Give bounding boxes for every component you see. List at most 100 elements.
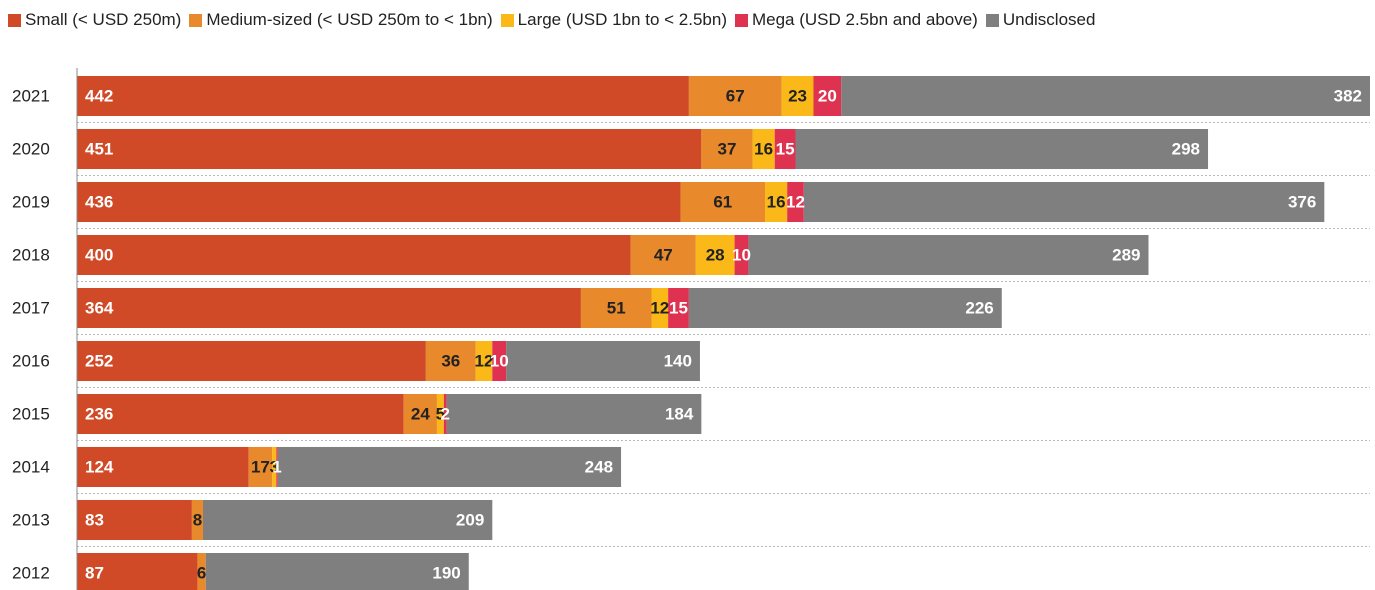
value-label: 20 <box>818 86 837 105</box>
y-tick-label: 2015 <box>12 404 50 423</box>
bar-segment <box>197 553 206 590</box>
value-label: 28 <box>706 245 725 264</box>
value-label: 6 <box>197 563 206 582</box>
bar-segment <box>506 341 700 381</box>
bar-segment <box>277 447 622 487</box>
value-label: 23 <box>788 86 807 105</box>
legend-swatch <box>985 13 999 27</box>
bar-segment <box>436 394 444 434</box>
bar-segment <box>202 500 493 540</box>
value-label: 37 <box>718 139 737 158</box>
bar-segment <box>695 235 735 275</box>
bar-segment <box>688 76 782 116</box>
bar-segment <box>781 76 814 116</box>
value-label: 16 <box>754 139 773 158</box>
value-label: 376 <box>1288 192 1316 211</box>
legend-label: Small (< USD 250m) <box>25 10 182 29</box>
bar-segment <box>803 182 1325 222</box>
value-label: 3 <box>270 457 279 476</box>
bar-segment <box>787 182 804 222</box>
legend-item: Undisclosed <box>985 10 1096 30</box>
value-label: 124 <box>85 457 114 476</box>
value-label: 382 <box>1334 86 1362 105</box>
legend-label: Large (USD 1bn to < 2.5bn) <box>517 10 727 29</box>
bar-segment <box>752 129 775 169</box>
legend-item: Medium-sized (< USD 250m to < 1bn) <box>189 10 493 30</box>
value-label: 226 <box>965 298 993 317</box>
bar-segment <box>774 129 796 169</box>
y-tick-label: 2012 <box>12 563 50 582</box>
legend-item: Small (< USD 250m) <box>8 10 181 30</box>
bar-segment <box>688 288 1002 328</box>
value-label: 61 <box>713 192 732 211</box>
bar-segment <box>276 447 278 487</box>
bar-segment <box>77 447 249 487</box>
legend-item: Large (USD 1bn to < 2.5bn) <box>500 10 727 30</box>
bar-segment <box>651 288 669 328</box>
legend-label: Undisclosed <box>1002 10 1096 29</box>
bar-segment <box>701 129 753 169</box>
bar-segment <box>77 341 426 381</box>
legend-swatch <box>189 13 203 27</box>
value-label: 47 <box>654 245 673 264</box>
bar-segment <box>813 76 842 116</box>
bar-segment <box>765 182 788 222</box>
legend-swatch <box>734 13 748 27</box>
bar-segment <box>443 394 447 434</box>
value-label: 87 <box>85 563 104 582</box>
y-tick-label: 2018 <box>12 245 50 264</box>
value-label: 289 <box>1112 245 1140 264</box>
legend-label: Mega (USD 2.5bn and above) <box>751 10 978 29</box>
value-label: 15 <box>669 298 688 317</box>
bar-segment <box>77 235 631 275</box>
value-label: 252 <box>85 351 113 370</box>
value-label: 5 <box>436 404 445 423</box>
y-tick-label: 2017 <box>12 298 50 317</box>
value-label: 24 <box>411 404 430 423</box>
value-label: 16 <box>767 192 786 211</box>
legend-swatch <box>8 13 21 27</box>
bar-segment <box>205 553 469 590</box>
value-label: 17 <box>251 457 270 476</box>
value-label: 442 <box>85 86 113 105</box>
bar-segment <box>248 447 273 487</box>
bar-segment <box>77 129 702 169</box>
y-tick-label: 2020 <box>12 139 50 158</box>
y-tick-label: 2021 <box>12 86 50 105</box>
value-label: 248 <box>585 457 613 476</box>
value-label: 364 <box>85 298 114 317</box>
value-label: 400 <box>85 245 113 264</box>
value-label: 451 <box>85 139 113 158</box>
value-label: 140 <box>664 351 692 370</box>
bar-segment <box>77 76 689 116</box>
value-label: 184 <box>665 404 694 423</box>
bar-segment <box>841 76 1370 116</box>
bar-segment <box>580 288 652 328</box>
bar-segment <box>748 235 1149 275</box>
value-label: 8 <box>193 510 202 529</box>
bar-segment <box>492 341 507 381</box>
bar-segment <box>630 235 696 275</box>
bar-segment <box>446 394 702 434</box>
bar-segment <box>734 235 749 275</box>
legend-label: Medium-sized (< USD 250m to < 1bn) <box>206 10 493 29</box>
value-label: 236 <box>85 404 113 423</box>
value-label: 83 <box>85 510 104 529</box>
y-tick-label: 2013 <box>12 510 50 529</box>
bar-segment <box>77 288 581 328</box>
bar-segment <box>403 394 437 434</box>
bar-segment <box>77 394 404 434</box>
bar-segment <box>425 341 476 381</box>
y-tick-label: 2014 <box>12 457 50 476</box>
value-label: 67 <box>726 86 745 105</box>
value-label: 51 <box>607 298 626 317</box>
bar-segment <box>77 182 681 222</box>
y-tick-label: 2016 <box>12 351 50 370</box>
legend-swatch <box>500 13 514 27</box>
value-label: 10 <box>490 351 509 370</box>
value-label: 1 <box>272 457 281 476</box>
value-label: 209 <box>456 510 484 529</box>
bar-segment <box>77 553 198 590</box>
value-label: 12 <box>475 351 494 370</box>
